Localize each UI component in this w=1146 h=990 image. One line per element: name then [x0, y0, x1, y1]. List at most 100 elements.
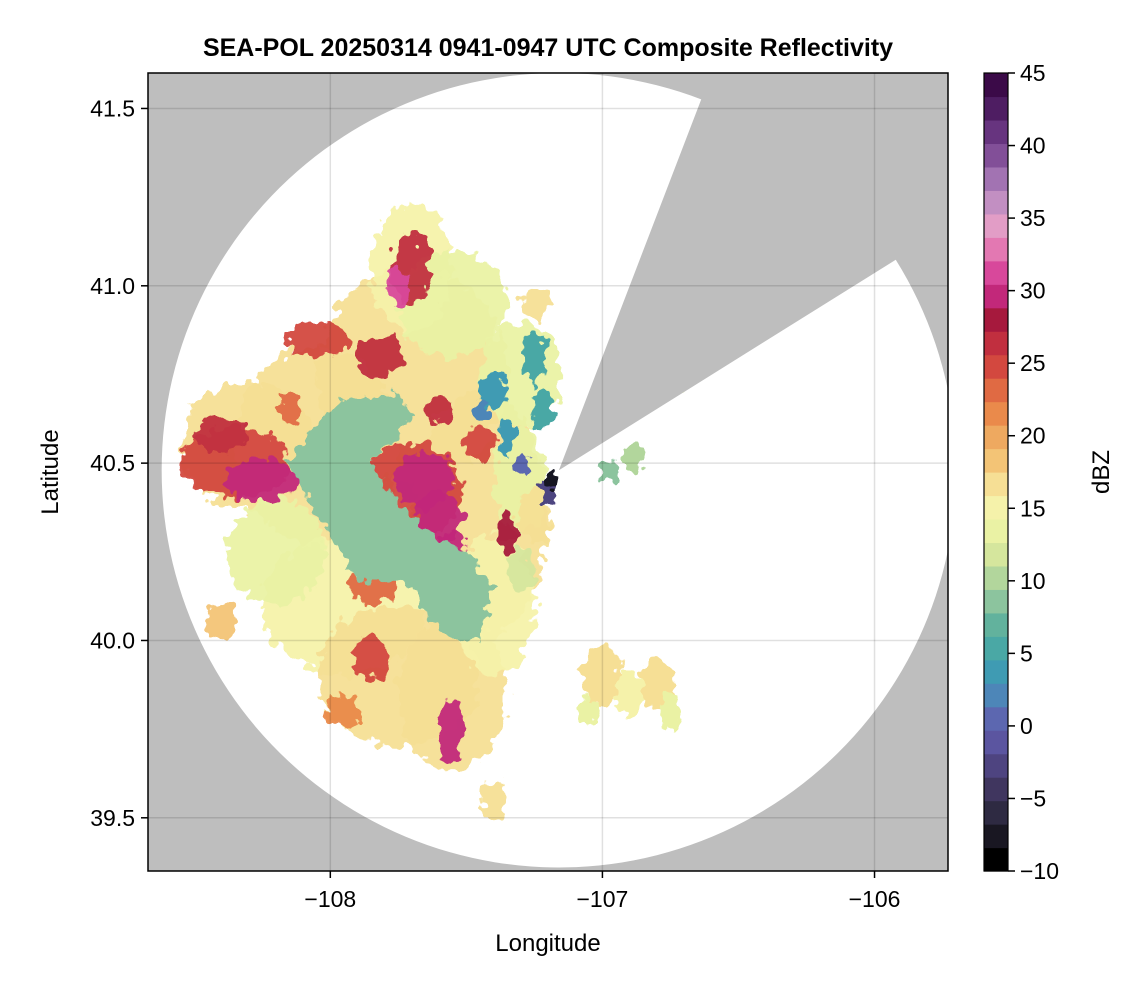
echo-cell	[518, 487, 551, 545]
echo-cell	[499, 417, 516, 453]
grid-lines	[148, 73, 948, 871]
y-axis: 39.5 40.0 40.5 41.0 41.5	[90, 95, 148, 831]
colorbar-segment	[984, 143, 1008, 168]
echo-cell	[507, 548, 535, 591]
echo-cell	[523, 328, 546, 386]
echo-cell	[531, 388, 554, 432]
colorbar-segment	[984, 237, 1008, 262]
y-tick-label: 40.5	[90, 450, 135, 476]
colorbar-tick-label: 25	[1020, 350, 1046, 376]
colorbar-segment	[984, 612, 1008, 637]
colorbar: −10 −5 0 5 10 15 20 25 30 35 40 45	[983, 60, 1059, 884]
colorbar-tick-label: 35	[1020, 205, 1046, 231]
chart-title: SEA-POL 20250314 0941-0947 UTC Composite…	[203, 34, 893, 62]
colorbar-segment	[984, 331, 1008, 356]
echo-cells-southeast	[577, 647, 682, 730]
colorbar-label: dBZ	[1088, 450, 1115, 494]
colorbar-tick-label: 5	[1020, 640, 1033, 666]
colorbar-segment	[984, 354, 1008, 379]
colorbar-segment	[984, 542, 1008, 567]
echo-cell	[640, 658, 674, 708]
colorbar-segment	[984, 847, 1008, 872]
colorbar-tick-label: 45	[1020, 60, 1046, 86]
colorbar-tick-label: 40	[1020, 133, 1046, 159]
colorbar-tick-label: 10	[1020, 568, 1046, 594]
colorbar-segment	[984, 800, 1008, 825]
echo-cell	[596, 459, 619, 481]
colorbar-segment	[984, 448, 1008, 473]
colorbar-segment	[984, 401, 1008, 426]
colorbar-segment	[984, 378, 1008, 403]
echo-cell	[226, 498, 325, 605]
echo-cell	[284, 321, 350, 357]
colorbar-segment	[984, 284, 1008, 309]
colorbar-segment	[984, 777, 1008, 802]
y-axis-label: Latitude	[37, 429, 64, 514]
y-tick-label: 39.5	[90, 805, 135, 831]
y-tick-label: 41.0	[90, 273, 135, 299]
echo-cell	[205, 605, 238, 641]
y-tick-label: 41.5	[90, 95, 135, 121]
echo-cell	[194, 417, 249, 453]
echo-cell	[577, 697, 600, 726]
echo-region-weak	[289, 392, 494, 641]
colorbar-segment	[984, 96, 1008, 121]
echo-cell	[471, 399, 489, 421]
colorbar-segment	[984, 518, 1008, 544]
echo-cell	[463, 427, 497, 464]
echo-cell	[479, 782, 508, 818]
y-tick-label: 40.0	[90, 627, 135, 653]
colorbar-tick-label: −10	[1020, 858, 1059, 884]
colorbar-frame	[983, 72, 1009, 872]
colorbar-segment	[984, 260, 1008, 285]
colorbar-segment	[984, 824, 1008, 849]
echo-cell	[580, 647, 625, 705]
x-tick-label: −107	[577, 886, 629, 912]
echo-cell	[624, 441, 646, 471]
colorbar-segment	[984, 565, 1008, 590]
colorbar-segment	[984, 589, 1008, 614]
colorbar-tick-label: 0	[1020, 713, 1033, 739]
colorbar-segment	[984, 307, 1008, 332]
colorbar-segment	[984, 495, 1008, 520]
colorbar-segment	[984, 753, 1008, 778]
echo-cell	[613, 672, 646, 715]
colorbar-segment	[984, 73, 1008, 98]
reflectivity-echoes	[180, 204, 687, 818]
echo-cell	[436, 697, 464, 762]
colorbar-segment	[984, 683, 1008, 708]
echo-cell	[548, 473, 559, 488]
echo-cell	[352, 636, 391, 680]
colorbar-segment	[984, 706, 1008, 731]
echo-cell	[354, 335, 404, 379]
colorbar-tick-label: 20	[1020, 423, 1046, 449]
colorbar-tick-label: 30	[1020, 278, 1046, 304]
echo-cell	[479, 374, 508, 410]
x-tick-label: −106	[849, 886, 901, 912]
echo-cell	[425, 395, 453, 425]
colorbar-segment	[984, 659, 1008, 684]
x-tick-label: −108	[304, 886, 356, 912]
echo-cell	[387, 268, 410, 304]
echo-cell	[226, 459, 298, 503]
x-axis: −108 −107 −106	[304, 871, 900, 912]
colorbar-segment	[984, 213, 1008, 238]
echo-cell	[275, 395, 304, 425]
echo-cell	[520, 289, 548, 318]
x-axis-label: Longitude	[495, 930, 600, 957]
echo-cell	[512, 452, 529, 474]
colorbar-segment	[984, 166, 1008, 191]
colorbar-segment	[984, 425, 1008, 450]
colorbar-segment	[984, 190, 1008, 215]
colorbar-tick-label: −5	[1020, 785, 1046, 811]
plot-frame	[147, 72, 949, 872]
echo-cell	[659, 693, 682, 730]
colorbar-segment	[984, 472, 1008, 497]
colorbar-segment	[984, 730, 1008, 755]
colorbar-segment	[984, 636, 1008, 661]
colorbar-segment	[984, 119, 1008, 145]
echo-cell	[327, 693, 361, 730]
colorbar-tick-label: 15	[1020, 495, 1046, 521]
echo-cell	[496, 512, 519, 556]
